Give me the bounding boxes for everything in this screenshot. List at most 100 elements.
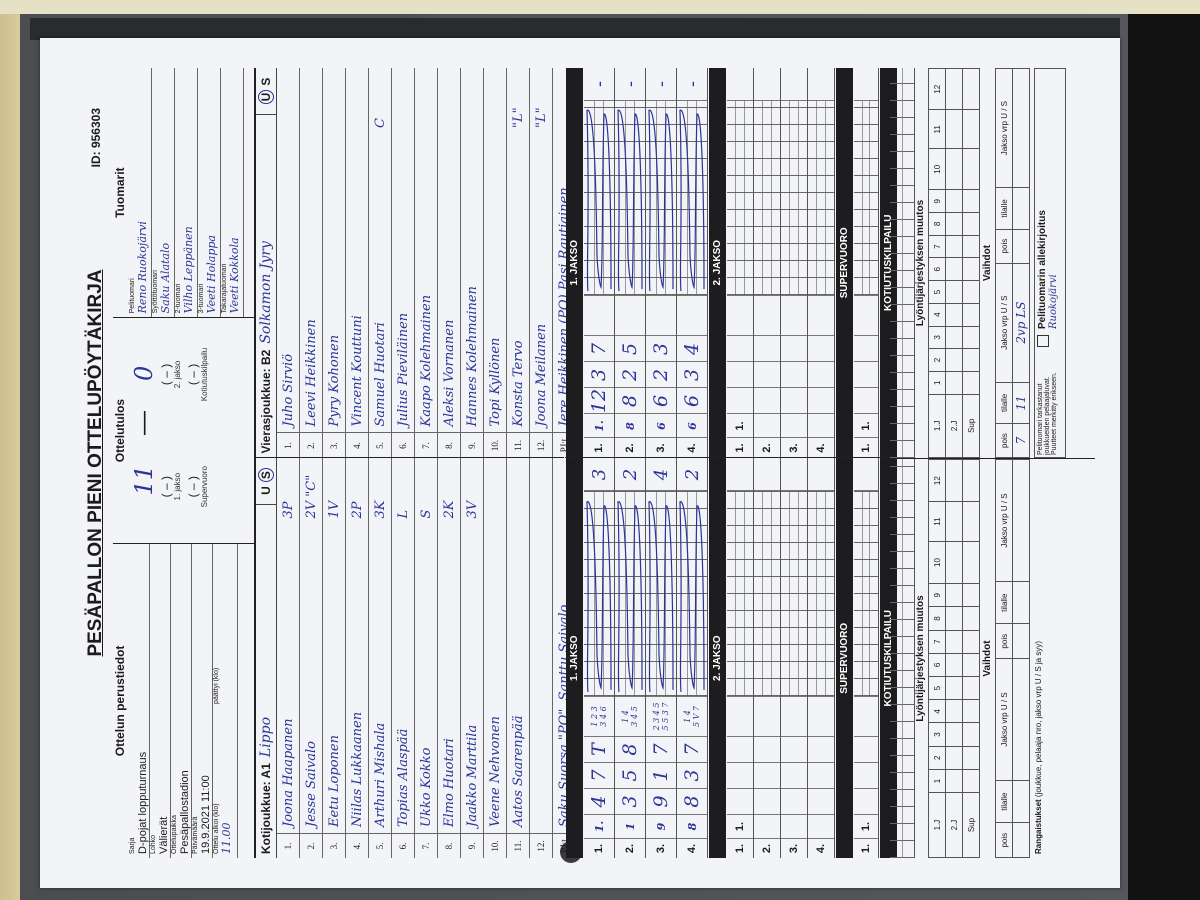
inning-row-label: 3.	[646, 838, 676, 858]
lineup-row-label: Sup	[962, 394, 980, 458]
period-1-bar: 1. JAKSO	[566, 68, 583, 458]
inning-row-label: 2.	[615, 437, 645, 458]
header-section: Ottelun perustiedot Sarja D-pojat lopputu…	[113, 68, 255, 858]
start-time-field: Ottelu alkoi (klo) 11.00 päättyi (klo)	[213, 543, 238, 858]
period-score-value: ( – )	[186, 363, 200, 386]
result-heading: Ottelutulos	[113, 398, 127, 463]
batter-entry	[808, 413, 834, 438]
lineup-cell	[962, 541, 980, 584]
player-position: "L"	[533, 107, 549, 128]
tally-grid	[754, 490, 780, 696]
player-number: 10.	[484, 833, 506, 858]
inning-row-label: 3.	[646, 437, 676, 458]
tally-grid	[727, 490, 753, 696]
lineup-changes-table: 1.J 1 2 3 4 5 6 7 8 9 10 11 12 2.J Sup	[928, 459, 980, 858]
substitution-column: Jakso vrp U / S	[995, 459, 1013, 582]
period-label: 1. jakso	[173, 472, 182, 501]
form-title: PESÄPALLON PIENI OTTELUPÖYTÄKIRJA	[85, 269, 106, 657]
player-position: C	[372, 118, 388, 128]
lineup-column: 11	[928, 501, 946, 542]
bottom-section: Lyöntijärjestyksen muutos 1.J 1 2 3 4 5 6 7 8 9 10 1…	[890, 68, 1095, 858]
batter-entry	[727, 361, 753, 388]
lineup-cell	[945, 676, 963, 700]
player-number: 2.	[300, 432, 322, 458]
run-note: 5 5 3 7	[661, 702, 670, 731]
lineup-column: 4	[928, 303, 946, 327]
basic-info: Ottelun perustiedot Sarja D-pojat lopputu…	[113, 542, 255, 858]
batter-entry: 2	[646, 361, 676, 388]
inning-runs-total	[781, 68, 807, 100]
scoresheet-form: PESÄPALLON PIENI OTTELUPÖYTÄKIRJA ID: 95…	[85, 68, 1095, 858]
inning-row-label: 1.	[584, 437, 614, 458]
sub-period: 2vp LS	[1012, 263, 1030, 383]
batter-entry: 1.	[727, 814, 753, 838]
batter-entry: 7	[584, 762, 614, 788]
lineup-row: Sup	[962, 459, 980, 858]
batter-entry: 7	[677, 736, 707, 762]
team-name: Lippo	[258, 716, 274, 758]
inning-row-label: 3.	[781, 437, 807, 458]
player-position: 2K	[441, 500, 457, 519]
score-row: 4. 6 6 3 4-	[677, 68, 708, 458]
inning-runs-total	[754, 68, 780, 100]
run-notes	[808, 295, 834, 336]
batter-entry: 8	[677, 788, 707, 814]
batter-entry: 3	[677, 361, 707, 388]
tally-grid	[584, 100, 614, 296]
lineup-row-label: 2.J	[945, 792, 963, 858]
player-name: Eetu Loponen	[326, 735, 342, 827]
referee-name: Veeti Holappa	[205, 235, 218, 314]
lineup-cell	[962, 653, 980, 677]
lineup-cell	[962, 676, 980, 700]
inning-runs-total	[754, 459, 780, 491]
referee-signature-area: Pelituomari tarkastanut joukkueiden pela…	[1034, 68, 1066, 458]
referee-field: Pelituomari Reno Ruokojärvi	[129, 68, 152, 318]
info-field-label: Päivämäärä	[192, 816, 199, 854]
player-number: 4.	[346, 432, 368, 458]
lineup-cell	[962, 501, 980, 542]
substitution-column: Jakso vrp U / S	[995, 68, 1013, 188]
batter-entry	[727, 788, 753, 814]
lineup-cell	[962, 371, 980, 395]
tally-grid	[854, 100, 878, 296]
info-field-label: Sarja	[129, 837, 136, 854]
home-score: 11	[130, 464, 158, 496]
referee-field: Takarajatuomari Veeti Kokkola	[221, 68, 244, 318]
info-field-value: 19.9.2021 11:00	[200, 775, 212, 854]
run-notes	[646, 295, 676, 336]
tally-grid	[615, 100, 645, 296]
player-row: 9. Jaakko Marttila 3V	[461, 458, 484, 858]
batter-entry	[781, 814, 807, 838]
lineup-cell	[962, 257, 980, 281]
inning-runs-total: 3	[588, 468, 610, 481]
player-name: Arthuri Mishala	[372, 722, 388, 827]
info-field: Sarja D-pojat lopputurnaus	[129, 543, 150, 858]
lineup-cell	[945, 769, 963, 793]
lineup-column: 10	[928, 148, 946, 190]
player-name: Joona Meilanen	[533, 323, 549, 427]
period-score: ( – ) 1. jakso	[159, 431, 182, 543]
lineup-cell	[962, 699, 980, 723]
substitution-column: pois	[995, 423, 1013, 458]
player-row: 4. Niilas Lukkaanen 2P	[346, 458, 369, 858]
lineup-cell	[962, 348, 980, 372]
lineup-cell	[945, 348, 963, 372]
lineup-row-label: 2.J	[945, 394, 963, 458]
inspection-checkbox[interactable]	[1037, 335, 1049, 347]
away-scoring: 1. JAKSO 1. 1. 12 3 7-2. 8 8 2 5-3. 6 6 2 3-4. 6 6 3 4-2.…	[565, 68, 915, 458]
run-note: 3 4 6	[599, 706, 608, 727]
lineup-cell	[962, 109, 980, 149]
batter-entry	[854, 762, 878, 788]
player-name: Jaakko Marttila	[464, 724, 480, 827]
inning-runs-total	[854, 459, 878, 491]
tally-grid	[781, 100, 807, 296]
run-notes	[754, 295, 780, 336]
inning-row-label: 1.	[584, 838, 614, 858]
player-row: 7. Kaapo Kolehmainen	[415, 68, 438, 458]
batter-entry: 3	[584, 361, 614, 388]
lineup-cell	[945, 212, 963, 236]
info-field-value: Välierät	[158, 816, 170, 854]
